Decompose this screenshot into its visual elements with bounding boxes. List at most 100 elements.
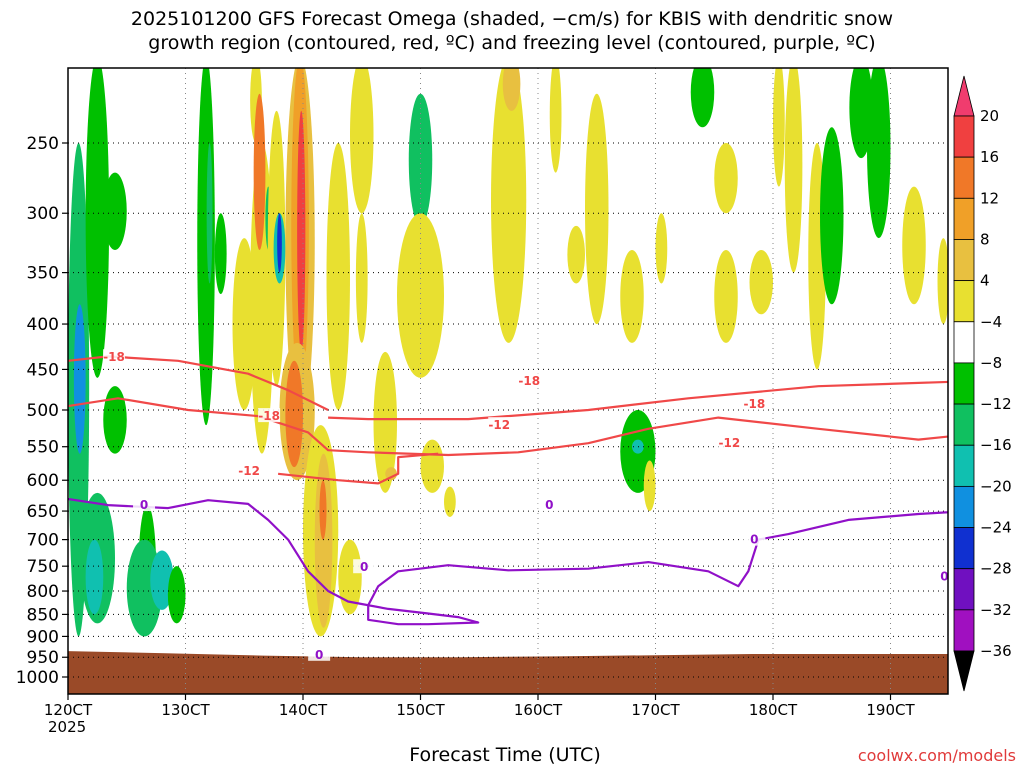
- contour-neg18-b: [328, 380, 948, 421]
- colorbar-bottom-arrow: [953, 650, 975, 692]
- omega-cell-44: [567, 225, 585, 284]
- y-tick-label-300: 300: [27, 204, 59, 224]
- colorbar-box-0: [953, 115, 975, 158]
- x-tick-label-4: 160CT: [514, 701, 563, 719]
- omega-cell-14: [232, 238, 256, 410]
- colorbar-label-3: 8: [980, 230, 990, 248]
- label-zero-3-bg: [353, 559, 376, 574]
- terrain-fill: [68, 651, 948, 694]
- colorbar-label-12: −32: [980, 601, 1012, 619]
- y-tick-label-800: 800: [27, 582, 59, 602]
- label-zero-1: 0: [140, 498, 148, 512]
- chart-title-line2: growth region (contoured, red, ºC) and f…: [148, 32, 876, 54]
- label-neg12-3: -12: [718, 436, 740, 450]
- colorbar-top-arrow: [953, 75, 975, 117]
- grid-lines: [68, 68, 948, 694]
- omega-cell-39: [420, 439, 444, 493]
- x-tick-year: 2025: [48, 718, 86, 736]
- label-zero-5: 0: [750, 533, 758, 547]
- y-tick-label-350: 350: [27, 264, 59, 284]
- omega-cell-12: [206, 143, 213, 284]
- omega-cell-56: [784, 68, 803, 273]
- label-neg18-4-bg: [743, 395, 766, 410]
- x-tick-label-5: 170CT: [631, 701, 680, 719]
- x-axis: 120CT 130CT 140CT 150CT 160CT 170CT 180CT 190CT…: [44, 694, 915, 736]
- colorbar-box-8: [953, 444, 975, 487]
- colorbar-label-5: −4: [980, 313, 1002, 331]
- omega-cell-41: [491, 68, 527, 343]
- y-tick-label-550: 550: [27, 438, 59, 458]
- colorbar-box-3: [953, 239, 975, 282]
- label-zero-4-bg: [538, 497, 561, 512]
- label-neg18-4: -18: [744, 397, 766, 411]
- omega-cell-34: [355, 213, 368, 343]
- contour-neg12-a: [68, 397, 948, 457]
- omega-cell-42: [502, 68, 521, 111]
- colorbar-box-6: [953, 362, 975, 405]
- omega-cell-60: [849, 68, 873, 159]
- omega-cell-29: [314, 453, 333, 628]
- omega-cell-9: [150, 550, 174, 610]
- x-tick-label-7: 190CT: [866, 701, 915, 719]
- omega-cell-43: [549, 68, 562, 173]
- omega-cell-40: [444, 486, 456, 517]
- omega-cell-31: [326, 143, 350, 410]
- label-neg18-2: -18: [258, 409, 280, 423]
- y-tick-label-900: 900: [27, 627, 59, 647]
- colorbar-box-7: [953, 403, 975, 446]
- omega-cell-32: [338, 539, 362, 615]
- label-zero-2: 0: [315, 648, 323, 662]
- colorbar-box-9: [953, 485, 975, 528]
- omega-cell-2: [85, 68, 110, 378]
- omega-cell-33: [350, 68, 374, 214]
- colorbar: 20 16 12 8 4 −4 −8 −12 −16 −20 −24 −28 −32 −36: [953, 75, 1012, 692]
- x-tick-label-3: 150CT: [396, 701, 445, 719]
- omega-cell-54: [749, 249, 773, 315]
- omega-cell-59: [867, 68, 891, 239]
- omega-cell-35: [408, 93, 433, 226]
- colorbar-box-11: [953, 568, 975, 611]
- label-zero-2-bg: [308, 646, 331, 661]
- x-tick-label-1: 130CT: [161, 701, 210, 719]
- omega-cell-53: [714, 249, 738, 343]
- credit-text: coolwx.com/models: [857, 746, 1016, 765]
- label-neg12-2: -12: [238, 464, 260, 478]
- y-tick-label-1000: 1000: [16, 668, 59, 688]
- omega-cell-6: [103, 386, 127, 454]
- colorbar-label-13: −36: [980, 642, 1012, 660]
- colorbar-box-4: [953, 280, 975, 323]
- contour-neg18-a: [68, 355, 329, 411]
- colorbar-box-5: [953, 321, 975, 364]
- omega-cell-5: [103, 172, 127, 250]
- y-tick-label-950: 950: [27, 648, 59, 668]
- omega-cell-62: [937, 238, 948, 325]
- x-tick-label-0: 120CT: [44, 701, 93, 719]
- omega-cell-55: [773, 68, 785, 187]
- y-tick-label-850: 850: [27, 605, 59, 625]
- contour-zero: [68, 497, 948, 626]
- label-neg18-1-bg: [103, 349, 126, 364]
- label-zero-4: 0: [545, 498, 553, 512]
- label-neg18-3-bg: [518, 373, 541, 388]
- colorbar-label-4: 4: [980, 272, 990, 290]
- omega-cell-46: [620, 249, 644, 343]
- label-neg18-3: -18: [518, 374, 540, 388]
- colorbar-box-2: [953, 197, 975, 240]
- omega-cell-37: [373, 351, 397, 493]
- omega-cell-10: [167, 566, 186, 624]
- y-tick-label-650: 650: [27, 502, 59, 522]
- label-zero-3: 0: [360, 560, 368, 574]
- omega-cell-45: [585, 93, 609, 325]
- omega-cell-36: [397, 213, 444, 378]
- colorbar-box-12: [953, 609, 975, 652]
- omega-cell-52: [714, 143, 738, 214]
- colorbar-label-10: −24: [980, 519, 1012, 537]
- label-neg12-1-bg: [488, 417, 511, 432]
- label-neg18-1: -18: [103, 350, 125, 364]
- colorbar-label-2: 12: [980, 189, 999, 207]
- y-tick-label-250: 250: [27, 134, 59, 154]
- colorbar-label-11: −28: [980, 560, 1012, 578]
- omega-cell-61: [902, 186, 926, 305]
- terrain: [68, 651, 948, 694]
